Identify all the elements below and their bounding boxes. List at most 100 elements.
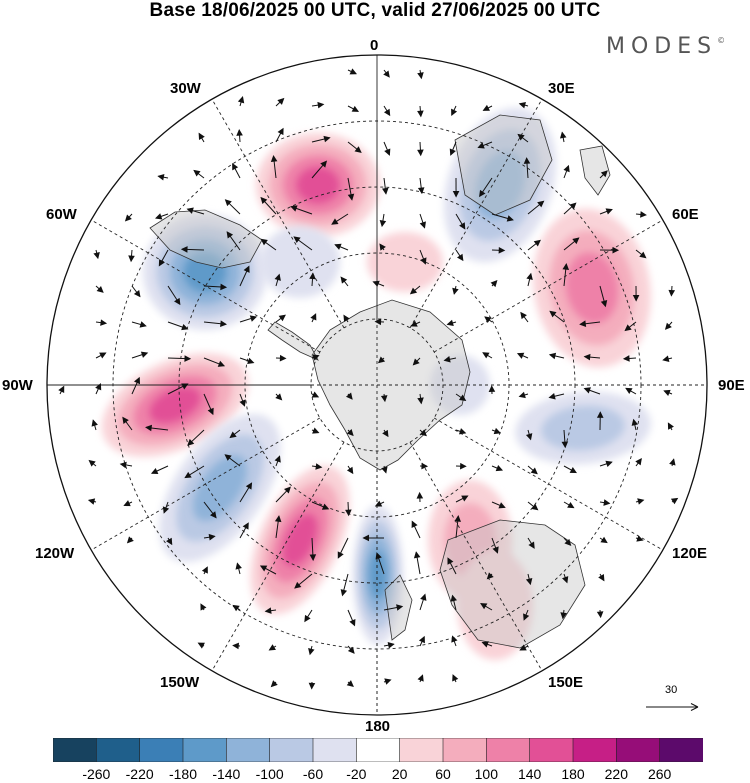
wind-vector-head bbox=[668, 289, 676, 297]
wind-vector-head bbox=[669, 458, 676, 466]
wind-vector-head bbox=[419, 221, 426, 229]
wind-vector-head bbox=[308, 682, 316, 690]
wind-vector-head bbox=[548, 352, 557, 360]
wind-vector-head bbox=[667, 422, 674, 430]
negative-anomaly bbox=[430, 355, 490, 415]
wind-vector-head bbox=[632, 294, 640, 302]
wind-vector-head bbox=[420, 257, 427, 265]
lon-label-120e: 120E bbox=[672, 545, 708, 562]
wind-vector-head bbox=[151, 467, 159, 474]
wind-vector-head bbox=[349, 68, 357, 75]
wind-vector-head bbox=[637, 498, 645, 505]
wind-vector-head bbox=[523, 613, 530, 621]
colorbar-cell bbox=[226, 738, 271, 762]
wind-vector-head bbox=[58, 385, 65, 394]
wind-vector-head bbox=[417, 72, 424, 80]
madagascar-outline bbox=[579, 145, 611, 196]
wind-vector-head bbox=[140, 351, 149, 358]
colorbar-tick-label: -180 bbox=[168, 766, 198, 782]
wind-vector-head bbox=[209, 511, 217, 519]
lon-label-90w: 90W bbox=[2, 377, 33, 394]
wind-vector-head bbox=[311, 391, 320, 398]
wind-vector-head bbox=[122, 416, 129, 424]
wind-vector-head bbox=[490, 280, 498, 288]
wind-vector-head bbox=[362, 534, 370, 542]
wind-vector-head bbox=[377, 356, 386, 364]
wind-vector-head bbox=[274, 455, 281, 463]
positive-anomaly bbox=[367, 232, 443, 292]
wind-vector-head bbox=[99, 352, 107, 359]
wind-vector-head bbox=[482, 352, 490, 359]
lon-label-150w: 150W bbox=[160, 674, 200, 691]
wind-vector-head bbox=[187, 438, 195, 446]
wind-vector-head bbox=[340, 276, 348, 284]
wind-vector-head bbox=[207, 407, 214, 416]
wind-vector-head bbox=[309, 554, 317, 562]
wind-vector-head bbox=[549, 310, 557, 318]
colorbar-tick-label: -140 bbox=[212, 766, 241, 782]
lon-label-120w: 120W bbox=[35, 545, 75, 562]
wind-vector-head bbox=[419, 429, 427, 437]
colorbar bbox=[53, 738, 703, 762]
wind-vector-head bbox=[186, 207, 194, 214]
lon-label-180: 180 bbox=[365, 718, 391, 735]
wind-vector-head bbox=[625, 387, 633, 394]
wind-vector-head bbox=[310, 313, 317, 321]
wind-vector-head bbox=[569, 467, 578, 474]
wind-vector-head bbox=[411, 520, 418, 528]
australia-outline bbox=[439, 519, 586, 649]
wind-vector-head bbox=[452, 287, 459, 295]
wind-vector-head bbox=[525, 577, 533, 586]
colorbar-cell bbox=[616, 738, 661, 762]
wind-vector-head bbox=[128, 255, 135, 263]
wind-vector-head bbox=[492, 546, 499, 554]
wind-vector-head bbox=[312, 427, 320, 434]
wind-vector-head bbox=[481, 641, 489, 648]
wind-vector-head bbox=[208, 533, 216, 541]
wind-vector-head bbox=[124, 214, 132, 222]
wind-vector-head bbox=[396, 604, 404, 611]
wind-vector-head bbox=[561, 441, 569, 449]
wind-vector-head bbox=[91, 419, 98, 427]
wind-vector-head bbox=[417, 149, 424, 157]
map-title: Base 18/06/2025 00 UTC, valid 27/06/2025… bbox=[149, 0, 601, 21]
wind-vector-head bbox=[572, 237, 580, 245]
wind-vector-head bbox=[461, 495, 469, 502]
wind-vector-head bbox=[451, 108, 458, 117]
wind-vector-head bbox=[479, 189, 486, 198]
wind-vector-head bbox=[409, 287, 418, 295]
wind-vector-head bbox=[184, 471, 192, 479]
positive-anomaly bbox=[250, 465, 350, 615]
wind-vector-head bbox=[663, 389, 671, 397]
wind-vector-head bbox=[563, 164, 570, 173]
colorbar-cell bbox=[96, 738, 141, 762]
wind-vector-head bbox=[640, 211, 647, 218]
wind-vector-head bbox=[413, 551, 421, 559]
wind-vector-head bbox=[631, 418, 639, 426]
wind-vector-head bbox=[458, 394, 467, 402]
wind-vector-head bbox=[236, 129, 243, 136]
wind-vector-head bbox=[217, 360, 226, 367]
lon-label-60e: 60E bbox=[672, 206, 699, 223]
positive-anomaly bbox=[457, 550, 533, 660]
colorbar-tick-label: 180 bbox=[561, 766, 585, 782]
wind-vector-head bbox=[242, 522, 249, 530]
wind-vector-head bbox=[372, 280, 380, 287]
wind-vector-head bbox=[323, 135, 331, 143]
wind-vector-head bbox=[284, 486, 291, 494]
colorbar-cell bbox=[399, 738, 444, 762]
wind-vector-head bbox=[260, 196, 268, 205]
wind-vector-head bbox=[279, 354, 287, 362]
wind-vector-head bbox=[454, 515, 462, 522]
wind-vector-head bbox=[290, 205, 298, 212]
wind-vector-head bbox=[239, 399, 246, 407]
wind-vector-head bbox=[232, 162, 239, 171]
colorbar-cell bbox=[356, 738, 401, 762]
wind-vector-head bbox=[193, 169, 201, 177]
wind-vector-head bbox=[274, 515, 282, 523]
colorbar-tick-label: 60 bbox=[435, 766, 451, 782]
wind-vector-head bbox=[247, 357, 255, 364]
wind-vector-head bbox=[294, 581, 302, 589]
wind-vector-head bbox=[495, 464, 504, 472]
wind-vector-head bbox=[531, 503, 539, 511]
